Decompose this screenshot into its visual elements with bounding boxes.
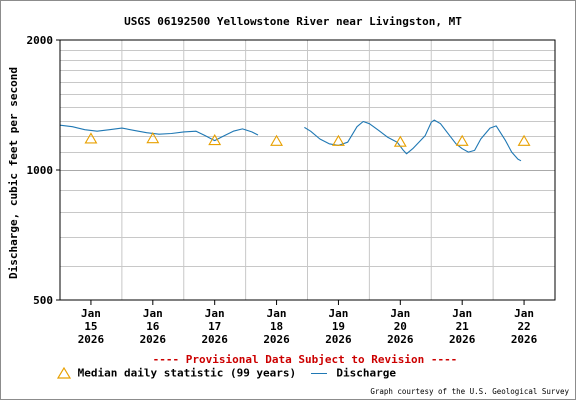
x-tick-label: 15: [84, 320, 97, 333]
median-marker: [208, 133, 222, 146]
x-tick-label: 2026: [511, 333, 538, 346]
x-tick-label: Jan: [514, 307, 534, 320]
legend-median-label: Median daily statistic (99 years): [77, 366, 297, 380]
median-marker: [393, 135, 407, 147]
courtesy-note: Graph courtesy of the U.S. Geological Su…: [370, 387, 569, 396]
y-tick-label: 1000: [27, 164, 54, 177]
x-tick-label: Jan: [143, 307, 163, 320]
axes: [56, 39, 556, 305]
x-tick-label: 2026: [449, 333, 476, 346]
x-tick-label: 16: [146, 320, 160, 333]
x-tick-label: Jan: [205, 307, 225, 320]
grid: [60, 40, 555, 300]
median-marker: [517, 134, 531, 146]
x-tick-labels: Jan152026Jan162026Jan172026Jan182026Jan1…: [78, 307, 538, 346]
x-tick-label: Jan: [329, 307, 349, 320]
legend-discharge-label: Discharge: [336, 366, 397, 380]
y-tick-label: 2000: [27, 34, 54, 47]
x-tick-label: Jan: [390, 307, 410, 320]
x-tick-label: 22: [517, 320, 530, 333]
median-triangle-icon: [57, 367, 71, 379]
median-marker: [146, 132, 160, 144]
x-tick-label: 2026: [78, 333, 105, 346]
x-tick-label: 21: [456, 320, 470, 333]
x-tick-label: 2026: [140, 333, 167, 346]
legend: Median daily statistic (99 years) Discha…: [57, 366, 396, 382]
x-tick-label: 18: [270, 320, 283, 333]
y-tick-labels: 500 1000 2000: [27, 34, 54, 307]
x-tick-label: 2026: [201, 333, 228, 346]
provisional-notice: ---- Provisional Data Subject to Revisio…: [153, 353, 458, 366]
median-marker: [331, 134, 345, 146]
median-marker: [455, 134, 469, 146]
x-tick-label: 17: [208, 320, 221, 333]
discharge-line: [304, 119, 522, 162]
x-tick-label: 2026: [387, 333, 414, 346]
x-tick-label: 20: [394, 320, 407, 333]
discharge-line-icon: [310, 372, 327, 374]
y-tick-label: 500: [33, 294, 53, 307]
x-tick-label: 2026: [325, 333, 352, 346]
x-tick-label: 2026: [263, 333, 290, 346]
discharge-line: [59, 124, 259, 142]
median-marker: [270, 134, 284, 146]
x-tick-label: Jan: [81, 307, 101, 320]
chart-title: USGS 06192500 Yellowstone River near Liv…: [124, 15, 462, 28]
x-tick-label: Jan: [452, 307, 472, 320]
x-tick-label: 19: [332, 320, 345, 333]
median-marker: [84, 132, 98, 144]
y-axis-label: Discharge, cubic feet per second: [7, 67, 20, 279]
x-tick-label: Jan: [267, 307, 287, 320]
series-layer: [59, 119, 531, 162]
